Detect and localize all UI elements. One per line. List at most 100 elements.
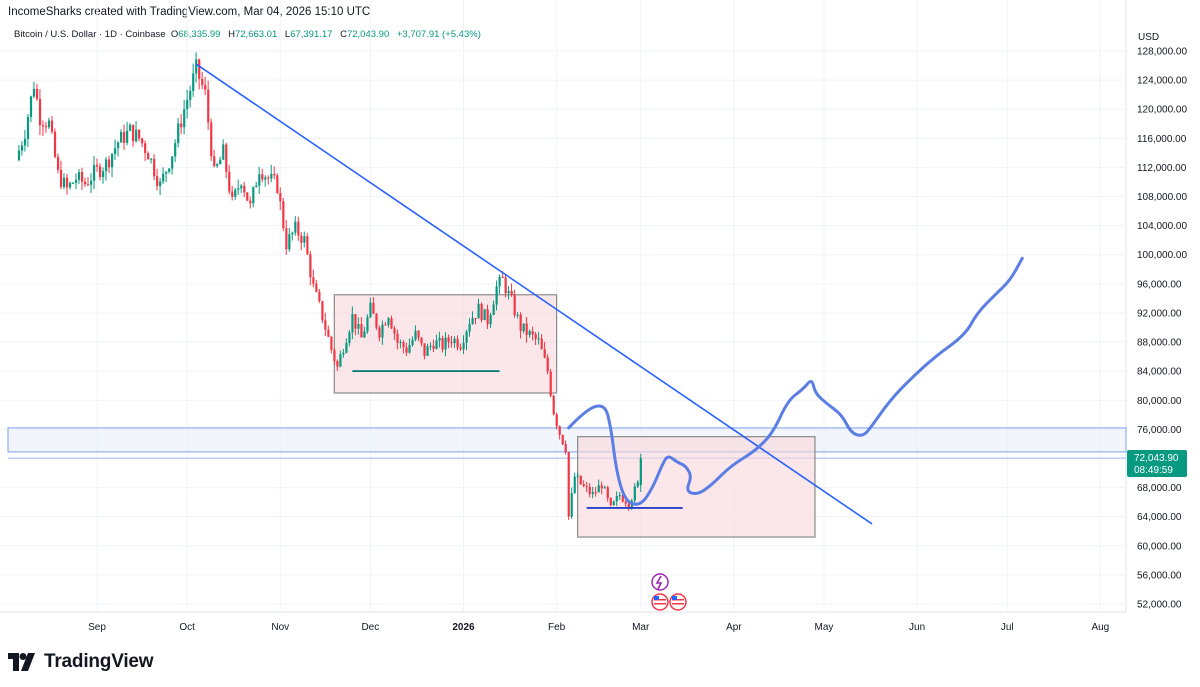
candle-body [192,73,195,91]
close-value: 72,043.90 [346,29,390,40]
event-icons [651,573,687,611]
candle-body [168,168,171,172]
candle-body [86,184,90,186]
candle-body [129,124,132,131]
candle-body [624,501,627,504]
candle-body [447,337,450,343]
candle-body [222,144,225,160]
candle-body [567,452,570,517]
x-tick-label: Mar [632,622,650,633]
candle-body [564,444,567,453]
candle-body [123,131,126,143]
candle-body [342,352,345,355]
x-tick-label: Nov [271,622,289,633]
candle-body [177,123,180,144]
y-tick-label: 64,000.00 [1137,512,1182,523]
chart-grid [0,0,1127,613]
last-price-tag: 72,043.90 08:49:59 [1127,450,1187,477]
candle-body [507,290,510,294]
candle-body [561,434,564,445]
candle-body [231,191,234,197]
y-tick-label: 100,000.00 [1137,250,1187,261]
candle-body [249,200,252,204]
y-tick-label: 112,000.00 [1137,163,1187,174]
symbol-ohlc-bar: Bitcoin / U.S. Dollar · 1D · Coinbase O6… [14,29,481,40]
candle-body [363,331,366,338]
candle-body [402,342,405,348]
candle-body [531,331,534,335]
candle-body [171,156,174,169]
candle-body [396,333,399,343]
candle-body [603,487,606,489]
candle-body [399,342,402,344]
candle-body [219,159,222,165]
candle-body [606,487,609,498]
change-value: +3,707.91 (+5.43%) [396,29,481,40]
chart-credit-header: IncomeSharks created with TradingView.co… [8,6,371,18]
candle-body [555,414,558,427]
candle-body [56,156,60,170]
candle-body [252,187,255,204]
candle-body [585,486,588,488]
candle-body [513,295,516,316]
candle-body [47,120,51,128]
candle-body [240,185,243,189]
price-axis: USD 128,000.00 124,000.00 120,000.00 116,00… [1137,32,1187,611]
candle-body [333,349,336,362]
candle-body [366,317,369,332]
candle-body [615,496,618,502]
candle-body [477,303,480,319]
candle-body [41,125,45,127]
x-tick-label: Oct [179,622,195,633]
candle-body [207,89,210,123]
symbol-name[interactable]: Bitcoin / U.S. Dollar · 1D · Coinbase [14,29,166,40]
candle-body [348,332,351,344]
candle-body [471,318,474,325]
candle-body [501,276,504,278]
candle-body [384,324,387,326]
candle-body [92,164,96,181]
x-tick-label: Jul [1001,622,1014,633]
candle-body [324,320,327,330]
candle-body [354,314,357,329]
candle-body [255,185,258,188]
candle-body [300,235,303,243]
y-tick-label: 124,000.00 [1137,76,1187,87]
candle-body [558,426,561,435]
candle-body [83,181,87,185]
candle-body [189,90,192,101]
candle-body [147,152,150,160]
horizontal-zone [7,427,1127,459]
tradingview-logo[interactable]: TradingView [8,650,154,674]
candle-body [576,475,579,477]
candle-body [579,475,582,485]
last-price-label: 72,043.90 [1134,453,1179,464]
candle-body [291,232,294,235]
candle-body [198,59,201,79]
us-flag-event-icon[interactable] [651,593,687,611]
candle-body [537,338,540,340]
candle-body [462,342,465,350]
candle-body [80,171,84,182]
lightning-event-icon[interactable] [651,573,669,591]
range-boxes [333,294,816,538]
candle-body [174,143,177,157]
candle-body [621,495,624,502]
candle-body [204,85,207,90]
candle-body [429,345,432,347]
candle-body [510,290,513,296]
candle-body [105,159,108,172]
candle-body [111,153,114,168]
candle-body [612,501,615,506]
candle-body [393,328,396,334]
candle-body [498,276,501,287]
candle-body [132,124,135,142]
candle-body [228,171,231,192]
candle-body [450,342,453,344]
tradingview-logo-icon [8,653,35,671]
candle-body [546,357,549,372]
y-tick-label: 80,000.00 [1137,396,1182,407]
candle-body [414,330,417,340]
candle-body [327,329,330,337]
